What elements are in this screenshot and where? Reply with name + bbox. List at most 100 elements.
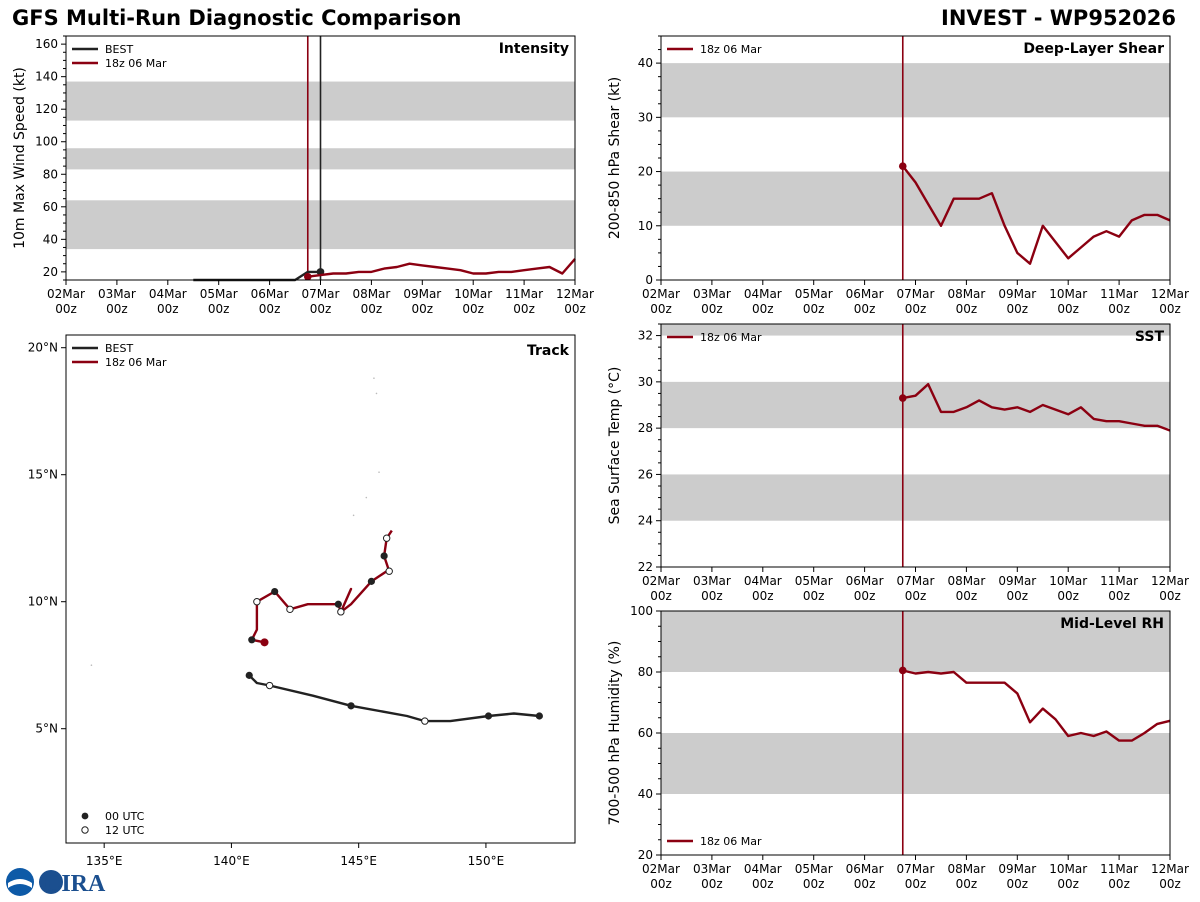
rh-xtick-label: 11Mar <box>1100 862 1138 876</box>
track-point-00utc <box>271 587 279 596</box>
sst-frame <box>660 323 1171 568</box>
page-title: GFS Multi-Run Diagnostic Comparison <box>12 6 462 30</box>
track-point-12utc <box>385 567 393 575</box>
island-speck <box>375 392 378 395</box>
intensity-xtick-label: 11Mar <box>505 287 543 301</box>
shear-xtick-sublabel: 00z <box>752 302 774 316</box>
intensity-ytick-label: 20 <box>43 265 58 279</box>
intensity-title: Intensity <box>499 41 569 57</box>
intensity-ytick-label: 40 <box>43 232 58 246</box>
rh-xtick-label: 03Mar <box>693 862 731 876</box>
sst-xtick-sublabel: 00z <box>1159 589 1181 603</box>
rh-xtick-label: 05Mar <box>795 862 833 876</box>
intensity-xtick-sublabel: 00z <box>412 302 434 316</box>
sst-xtick-sublabel: 00z <box>854 589 876 603</box>
shear-xtick-sublabel: 00z <box>1057 302 1079 316</box>
rh-ytick-label: 100 <box>630 604 653 618</box>
intensity-marker-run <box>303 272 312 281</box>
sst-band-0 <box>661 474 1170 521</box>
shear-series-run <box>901 165 1171 265</box>
sst-ytick-label: 30 <box>638 375 653 389</box>
track-point-00utc <box>248 636 256 644</box>
track-point-12utc <box>421 717 429 725</box>
rh-xtick-label: 06Mar <box>846 862 884 876</box>
sst-band-2 <box>661 324 1170 336</box>
shear-title: Deep-Layer Shear <box>1023 41 1164 57</box>
intensity-xtick-sublabel: 00z <box>564 302 586 316</box>
shear-ytick-label: 40 <box>638 56 653 70</box>
sst-title: SST <box>1135 329 1165 345</box>
rh-xtick-sublabel: 00z <box>803 877 825 891</box>
intensity-xtick-sublabel: 00z <box>106 302 128 316</box>
intensity-series-best <box>193 270 321 282</box>
shear-xtick-label: 06Mar <box>846 287 884 301</box>
intensity-xtick-label: 03Mar <box>98 287 136 301</box>
rh-xtick-label: 08Mar <box>947 862 985 876</box>
rh-band-1 <box>661 611 1170 672</box>
intensity-xtick-label: 05Mar <box>200 287 238 301</box>
shear-xtick-sublabel: 00z <box>1007 302 1029 316</box>
sst-ylabel: Sea Surface Temp (°C) <box>607 367 623 525</box>
intensity-legend-label: BEST <box>105 43 133 56</box>
track-frame <box>65 334 576 844</box>
shear-xtick-sublabel: 00z <box>803 302 825 316</box>
intensity-xtick-label: 06Mar <box>251 287 289 301</box>
track-point-12utc <box>286 605 294 614</box>
track-title: Track <box>527 343 570 359</box>
sst-ytick-label: 24 <box>638 514 653 528</box>
rh-xtick-label: 10Mar <box>1049 862 1087 876</box>
shear-legend-label: 18z 06 Mar <box>700 43 762 56</box>
shear-xtick-label: 11Mar <box>1100 287 1138 301</box>
rh-ytick-label: 40 <box>638 787 653 801</box>
intensity-xtick-sublabel: 00z <box>462 302 484 316</box>
shear-xtick-sublabel: 00z <box>956 302 978 316</box>
track-point-12utc <box>253 598 261 606</box>
intensity-xtick-sublabel: 00z <box>157 302 179 316</box>
track-point-00utc <box>347 702 355 710</box>
track-xtick-label: 135°E <box>86 854 123 868</box>
sst-xtick-sublabel: 00z <box>752 589 774 603</box>
track-ytick-label: 15°N <box>28 468 58 482</box>
sst-xtick-sublabel: 00z <box>905 589 927 603</box>
track-xtick-label: 150°E <box>468 854 505 868</box>
shear-xtick-label: 05Mar <box>795 287 833 301</box>
shear-xtick-label: 10Mar <box>1049 287 1087 301</box>
track-start-marker <box>260 638 269 647</box>
sst-xtick-label: 05Mar <box>795 574 833 588</box>
intensity-xtick-sublabel: 00z <box>310 302 332 316</box>
rh-xtick-sublabel: 00z <box>1108 877 1130 891</box>
intensity-xtick-sublabel: 00z <box>55 302 77 316</box>
intensity-ytick-label: 60 <box>43 200 58 214</box>
track-panel: 135°E 140°E 145°E 150°E 5°N 10°N 15°N 20°N Track… <box>28 334 576 868</box>
sst-ytick-label: 32 <box>638 329 653 343</box>
shear-xtick-sublabel: 00z <box>1108 302 1130 316</box>
sst-xtick-label: 04Mar <box>744 574 782 588</box>
rh-xtick-label: 04Mar <box>744 862 782 876</box>
rh-panel: 2040608010002Mar00z03Mar00z04Mar00z05Mar… <box>607 604 1189 891</box>
intensity-xtick-sublabel: 00z <box>259 302 281 316</box>
intensity-ytick-label: 120 <box>35 102 58 116</box>
island-speck <box>378 471 380 473</box>
shear-xtick-label: 03Mar <box>693 287 731 301</box>
track-legend-label: 18z 06 Mar <box>105 356 167 369</box>
sst-marker-run <box>898 394 907 402</box>
track-point-12utc <box>337 608 345 616</box>
rh-xtick-sublabel: 00z <box>1007 877 1029 891</box>
shear-xtick-sublabel: 00z <box>701 302 723 316</box>
agency-logo: CIRA <box>6 868 106 897</box>
shear-xtick-sublabel: 00z <box>905 302 927 316</box>
sst-ytick-label: 26 <box>638 467 653 481</box>
track-ytick-label: 10°N <box>28 595 58 609</box>
shear-xtick-sublabel: 00z <box>650 302 672 316</box>
rh-legend-label: 18z 06 Mar <box>700 835 762 848</box>
intensity-ytick-label: 140 <box>35 70 58 84</box>
cira-globe-icon <box>39 870 63 894</box>
rh-xtick-sublabel: 00z <box>1159 877 1181 891</box>
shear-xtick-label: 09Mar <box>998 287 1036 301</box>
rh-marker-run <box>898 666 907 675</box>
track-legend-12utc-marker <box>81 826 89 834</box>
sst-panel: 22242628303202Mar00z03Mar00z04Mar00z05Ma… <box>607 323 1189 603</box>
sst-xtick-sublabel: 00z <box>650 589 672 603</box>
intensity-legend-label: 18z 06 Mar <box>105 57 167 70</box>
shear-xtick-label: 12Mar <box>1151 287 1189 301</box>
